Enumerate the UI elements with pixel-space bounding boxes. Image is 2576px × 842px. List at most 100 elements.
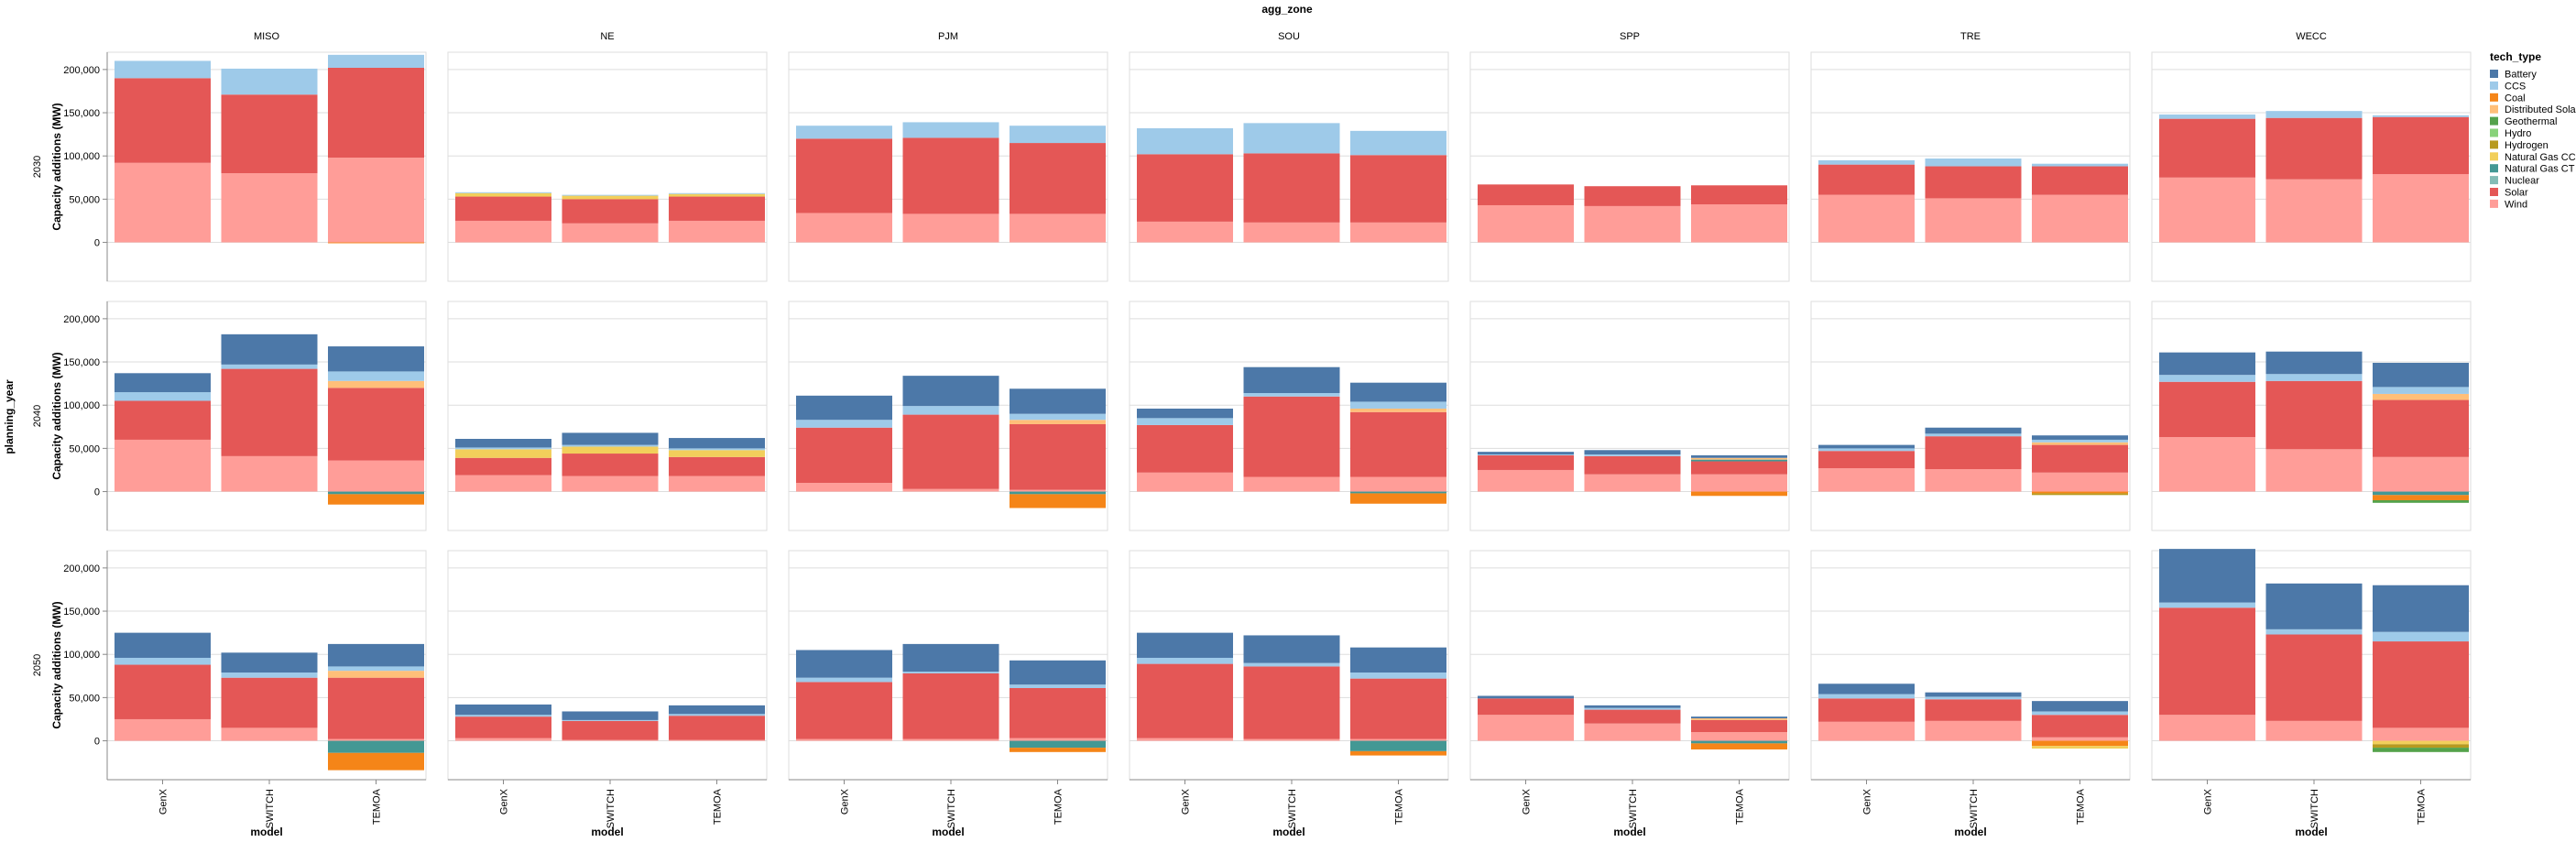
bar-segment-wind: [1243, 476, 1340, 492]
bar-segment-hydrogen: [2373, 744, 2469, 749]
bar-segment-solar: [796, 682, 892, 739]
bar-segment-wind: [1584, 723, 1681, 741]
bar-segment-ccs: [2159, 114, 2255, 119]
bar-segment-wind: [1584, 205, 1681, 243]
bar-segment-solar: [1478, 454, 1574, 470]
column-facet-title: agg_zone: [1261, 3, 1313, 16]
bar-segment-natural-gas-cc: [669, 450, 765, 457]
panel-frame: [1469, 51, 1790, 282]
bar-segment-wind: [455, 475, 551, 492]
bar-segment-ccs: [1478, 454, 1574, 455]
bar-segment-ccs: [902, 122, 999, 138]
bar-segment-battery: [1478, 452, 1574, 454]
legend-swatch: [2490, 93, 2498, 102]
bar-segment-ccs: [1243, 123, 1340, 154]
bar-segment-solar: [1243, 153, 1340, 223]
bar-segment-solar: [2032, 444, 2128, 473]
bar-segment-battery: [1137, 632, 1233, 658]
bar-segment-solar: [115, 400, 211, 440]
row-label-2050: 2050: [32, 654, 43, 676]
bar-segment-solar: [2373, 116, 2469, 175]
bar-segment-wind: [1691, 474, 1787, 492]
bar-segment-ccs: [1010, 413, 1106, 421]
bar-segment-solar: [1243, 666, 1340, 739]
x-tick-label: GenX: [1862, 788, 1873, 815]
legend-swatch: [2490, 152, 2498, 161]
bar-segment-solar: [1818, 698, 1915, 722]
bar-segment-wind: [2032, 737, 2128, 741]
panel-SPP-2050: GenX SWITCH TEMOA model: [1469, 550, 1790, 838]
bar-segment-solar: [2265, 634, 2363, 721]
bar-segment-natural-gas-ct: [1691, 740, 1787, 744]
bar-segment-coal: [2032, 491, 2128, 494]
bar-segment-wind: [1925, 469, 2022, 492]
bar-segment-ccs: [455, 447, 551, 450]
bar-segment-coal: [2032, 740, 2128, 747]
bar-segment-ccs: [669, 448, 765, 451]
bar-segment-ccs: [1584, 454, 1681, 456]
bar-segment-wind: [1243, 222, 1340, 243]
panel-frame: [1810, 301, 2131, 531]
panel-SOU-2040: [1129, 301, 1449, 531]
bar-segment-ccs: [902, 406, 999, 415]
bar-segment-battery: [1010, 660, 1106, 685]
y-tick-label: 100,000: [63, 400, 100, 411]
legend-label: Coal: [2505, 93, 2526, 104]
panel-SOU-2030: [1129, 51, 1449, 282]
bar-segment-coal: [1010, 748, 1106, 752]
bar-segment-ccs: [2265, 629, 2363, 635]
bar-segment-wind: [1010, 213, 1106, 243]
bar-segment-natural-gas-cc: [669, 193, 765, 197]
bar-segment-wind: [221, 173, 318, 243]
bar-segment-wind: [669, 476, 765, 492]
bar-segment-natural-gas-ct: [1691, 459, 1787, 462]
bar-segment-ccs: [455, 715, 551, 717]
bar-segment-distributed-solar: [1691, 457, 1787, 460]
x-tick-label: SWITCH: [1628, 789, 1639, 828]
bar-segment-solar: [1818, 164, 1915, 195]
bar-segment-hydrogen: [2032, 493, 2128, 496]
x-tick-label: TEMOA: [1735, 788, 1746, 825]
bar-segment-wind: [2159, 715, 2255, 741]
bar-segment-wind: [902, 488, 999, 492]
bar-segment-solar: [328, 67, 424, 159]
panel-MISO-2050: GenX SWITCH TEMOA model: [106, 550, 427, 838]
bar-segment-battery: [902, 376, 999, 407]
bar-segment-solar: [1478, 698, 1574, 716]
x-tick-label: TEMOA: [1394, 788, 1405, 825]
bar-segment-wind: [1478, 715, 1574, 741]
bar-segment-ccs: [1925, 159, 2022, 167]
legend-swatch: [2490, 140, 2498, 149]
bar-segment-solar: [669, 456, 765, 476]
bar-segment-solar: [1691, 719, 1787, 733]
bar-segment-battery: [2373, 362, 2469, 388]
bar-segment-coal: [1691, 743, 1787, 749]
bar-segment-solar: [796, 138, 892, 213]
bar-segment-ccs: [1925, 696, 2022, 700]
bar-segment-ccs: [1584, 707, 1681, 710]
x-tick-label: SWITCH: [265, 789, 276, 828]
bar-segment-battery: [562, 711, 659, 720]
bar-segment-battery: [455, 439, 551, 448]
bar-segment-ccs: [1243, 393, 1340, 397]
row-label-2030: 2030: [32, 156, 43, 178]
column-label-PJM: PJM: [938, 31, 958, 42]
bar-segment-ccs: [562, 444, 659, 447]
y-axis-title: Capacity additions (MW): [50, 103, 63, 230]
bar-segment-battery: [796, 650, 892, 678]
bar-segment-wind: [1478, 469, 1574, 492]
bar-segment-ccs: [1137, 128, 1233, 155]
bar-segment-battery: [1350, 647, 1446, 673]
y-tick-label: 200,000: [63, 65, 100, 76]
x-tick-label: TEMOA: [372, 788, 383, 825]
bar-segment-ccs: [2265, 111, 2363, 118]
bar-segment-wind: [1925, 720, 2022, 741]
panel-frame: [447, 51, 768, 282]
bar-segment-battery: [2265, 583, 2363, 629]
bar-segment-solar: [669, 196, 765, 221]
bar-segment-wind: [1350, 738, 1446, 741]
bar-segment-solar: [562, 454, 659, 476]
bar-segment-solar: [455, 716, 551, 738]
bar-segment-solar: [2159, 607, 2255, 716]
bar-segment-ccs: [2373, 387, 2469, 394]
